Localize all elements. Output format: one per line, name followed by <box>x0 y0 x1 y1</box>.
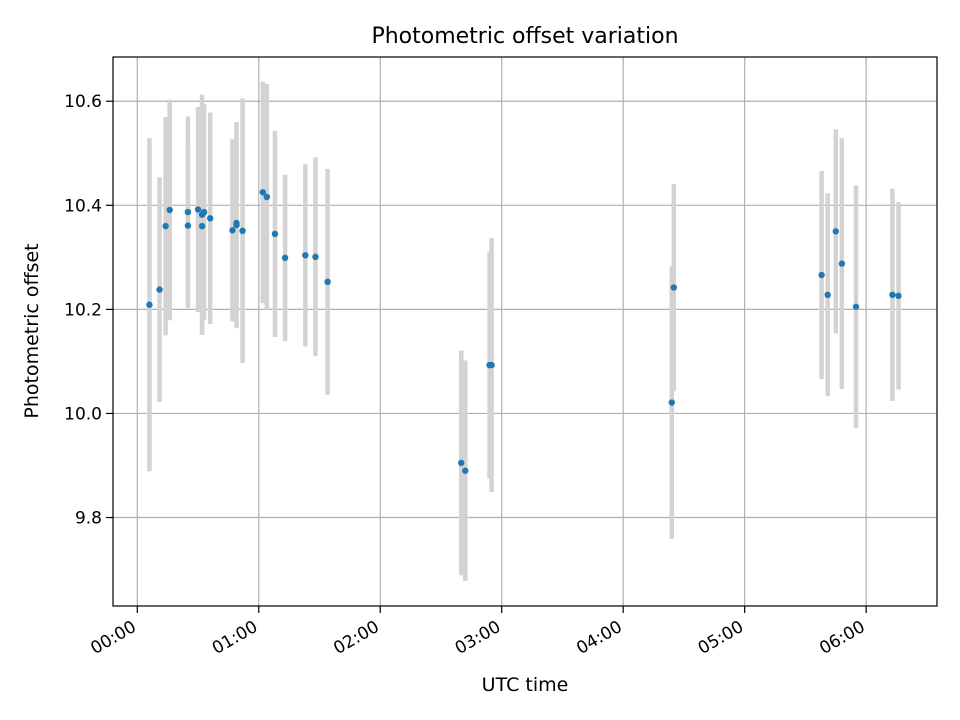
data-point <box>184 222 192 229</box>
data-point <box>146 301 153 308</box>
data-point <box>832 228 839 235</box>
y-tick-label: 10.0 <box>64 404 102 424</box>
data-point <box>852 303 860 310</box>
y-tick-label: 10.2 <box>64 300 102 320</box>
data-point <box>889 291 896 299</box>
data-point <box>324 278 331 286</box>
data-point <box>824 291 831 299</box>
data-point <box>670 284 678 291</box>
data-point <box>239 227 246 235</box>
data-point <box>818 271 825 279</box>
data-point <box>166 206 173 214</box>
data-points <box>146 189 902 474</box>
data-point <box>162 222 169 230</box>
y-axis-ticks: 9.8 10.0 10.2 10.4 10.6 <box>64 92 113 529</box>
data-point <box>194 206 202 213</box>
data-point <box>302 252 309 259</box>
plot-frame <box>112 56 938 607</box>
grid-lines <box>113 57 937 606</box>
data-point <box>838 260 846 267</box>
y-tick-label: 10.4 <box>64 196 102 216</box>
data-point <box>281 254 289 262</box>
chart-title: Photometric offset variation <box>371 24 678 49</box>
data-point <box>895 292 902 300</box>
data-point <box>668 399 675 406</box>
data-point <box>271 230 279 238</box>
data-point <box>312 253 319 261</box>
data-point <box>462 467 469 474</box>
data-point <box>200 208 208 216</box>
data-point <box>259 189 267 196</box>
data-point <box>156 286 163 293</box>
data-point <box>229 227 236 234</box>
data-point <box>206 215 214 222</box>
y-tick-label: 10.6 <box>64 92 102 112</box>
x-axis-label: UTC time <box>482 674 569 696</box>
data-point <box>233 219 240 227</box>
data-point <box>488 361 495 369</box>
data-point <box>458 459 465 467</box>
data-point <box>198 222 206 230</box>
data-point <box>184 208 192 216</box>
data-point <box>263 193 271 201</box>
y-axis-label: Photometric offset <box>21 243 43 418</box>
y-tick-label: 9.8 <box>75 509 102 529</box>
